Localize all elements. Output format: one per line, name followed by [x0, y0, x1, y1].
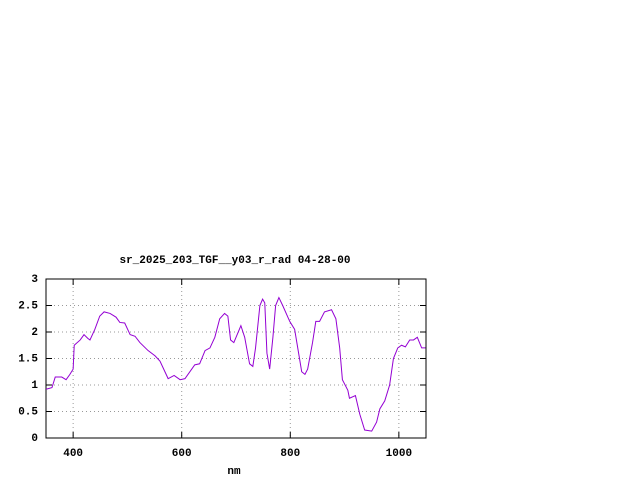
plot-border: [45, 278, 427, 439]
data-line: [45, 296, 426, 432]
y-tick-label: 3: [31, 274, 38, 286]
y-tick-label: 2: [31, 327, 38, 339]
x-tick-label: 400: [63, 448, 83, 460]
y-tick-label: 2.5: [18, 300, 38, 312]
x-axis-label: nm: [227, 466, 241, 478]
x-tick-label: 1000: [386, 448, 412, 460]
chart-title: sr_2025_203_TGF__y03_r_rad 04-28-00: [119, 255, 350, 267]
x-tick-label: 800: [280, 448, 300, 460]
y-tick-label: 0.5: [18, 406, 38, 418]
y-tick-label: 1: [31, 380, 38, 392]
y-tick-label: 1.5: [18, 353, 38, 365]
x-tick-label: 600: [172, 448, 192, 460]
y-tick-label: 0: [31, 433, 38, 445]
